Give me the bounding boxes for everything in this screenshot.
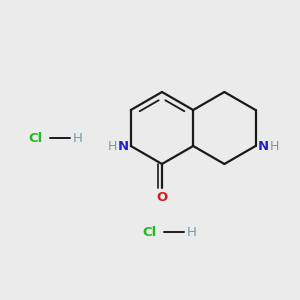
Text: O: O [156,191,168,204]
Text: N: N [118,140,129,152]
Text: H: H [269,140,279,152]
Text: N: N [257,140,269,152]
Text: H: H [187,226,197,238]
Text: H: H [107,140,117,152]
Text: Cl: Cl [142,226,156,238]
Text: Cl: Cl [28,131,42,145]
Text: H: H [73,131,83,145]
